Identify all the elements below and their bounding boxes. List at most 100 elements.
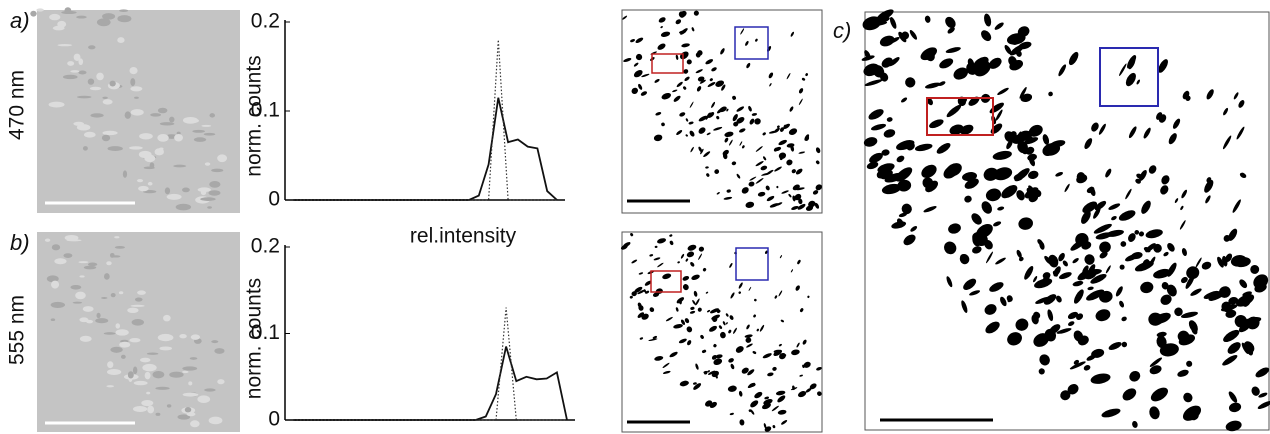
blob	[754, 298, 757, 302]
texture	[169, 116, 175, 123]
row-label: 555 nm	[6, 295, 29, 365]
blob	[680, 28, 688, 35]
line	[293, 39, 557, 201]
texture	[138, 150, 152, 159]
blob	[685, 134, 688, 137]
y-tick-label: 0.2	[251, 235, 280, 258]
blob	[724, 137, 729, 143]
blob	[910, 226, 918, 232]
blob	[945, 16, 956, 29]
blob	[1242, 291, 1252, 297]
blob	[1048, 91, 1053, 97]
blob	[988, 57, 1002, 69]
blob	[739, 419, 745, 426]
blob	[783, 354, 787, 357]
texture	[203, 132, 216, 136]
blob	[662, 273, 672, 280]
blob	[1208, 290, 1226, 301]
blob	[724, 131, 734, 138]
texture	[127, 371, 134, 379]
texture	[146, 352, 159, 355]
blob	[722, 321, 726, 326]
blob	[1121, 341, 1128, 348]
blob	[711, 370, 719, 378]
blob	[1067, 383, 1079, 395]
blob	[1024, 266, 1034, 280]
texture	[136, 179, 144, 183]
blob	[1228, 296, 1239, 305]
blob	[644, 280, 652, 286]
blob	[1018, 217, 1033, 230]
blob	[657, 238, 667, 244]
blob	[786, 72, 791, 80]
blob	[706, 132, 711, 136]
blob	[755, 161, 764, 167]
blob	[763, 423, 767, 429]
blob	[945, 47, 961, 54]
blob	[795, 168, 803, 175]
blob	[1185, 274, 1195, 289]
blob	[637, 289, 645, 295]
texture	[73, 53, 81, 61]
texture	[87, 78, 95, 85]
blob	[683, 69, 689, 74]
blob	[698, 127, 706, 134]
blob	[764, 396, 770, 400]
blob	[637, 312, 645, 318]
blob	[750, 409, 755, 415]
blob	[1081, 210, 1091, 224]
blob	[809, 383, 817, 390]
texture	[211, 168, 224, 173]
blob	[786, 159, 793, 166]
blob	[997, 206, 1005, 211]
blob	[1099, 241, 1111, 253]
blob	[1037, 239, 1044, 246]
blob	[716, 108, 724, 114]
texture	[79, 335, 92, 342]
blob	[1091, 122, 1099, 132]
blob	[995, 257, 1006, 265]
blob	[1149, 256, 1156, 267]
blob	[948, 223, 961, 234]
blob	[681, 43, 690, 48]
blob	[655, 112, 662, 116]
blob	[689, 101, 694, 108]
blob	[712, 316, 718, 322]
blob	[989, 282, 1004, 292]
blob	[776, 125, 780, 129]
texture	[44, 238, 51, 242]
blob	[680, 319, 686, 325]
texture	[182, 392, 199, 397]
blob	[745, 201, 755, 208]
blob	[760, 165, 768, 171]
blob	[1038, 368, 1045, 375]
blob	[620, 244, 628, 250]
blob	[1044, 328, 1057, 342]
blob	[1228, 402, 1242, 413]
blob	[779, 157, 783, 161]
blob	[778, 152, 787, 159]
blob	[653, 134, 663, 142]
panel-label: b)	[10, 230, 30, 255]
blob	[705, 291, 709, 294]
blob	[973, 56, 989, 70]
blob	[669, 240, 674, 246]
blob	[1128, 233, 1136, 242]
blob	[752, 351, 757, 355]
blob	[1033, 275, 1038, 283]
blob	[1090, 273, 1107, 284]
blob	[730, 363, 735, 370]
blob	[863, 63, 880, 77]
blob	[1203, 290, 1220, 300]
blob	[753, 314, 756, 318]
blob	[687, 340, 692, 346]
blob	[755, 177, 764, 184]
texture	[50, 301, 66, 308]
blob	[861, 55, 875, 61]
blob	[946, 104, 962, 118]
blob	[1019, 86, 1027, 99]
blob	[803, 361, 811, 368]
texture	[36, 8, 44, 12]
blob	[763, 156, 767, 161]
texture	[102, 99, 113, 105]
